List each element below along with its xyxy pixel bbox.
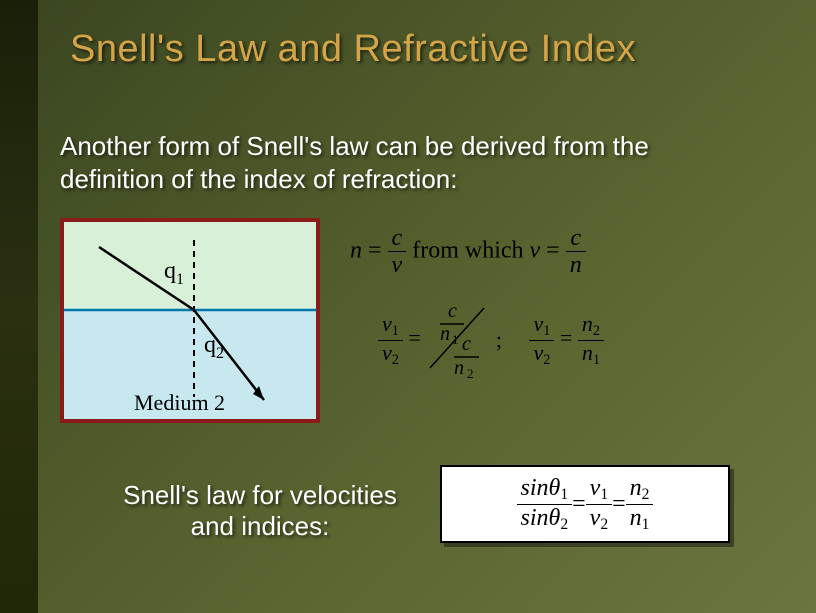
eq2-frac-v: v1 v2 <box>378 312 403 368</box>
eq2-eq2: = <box>560 325 578 350</box>
svg-text:c: c <box>448 300 457 322</box>
svg-text:2: 2 <box>467 366 474 380</box>
equation-2: v1 v2 = c n 1 c n 2 ; v1 v2 = n2 n1 <box>378 300 604 380</box>
eq1-eq1: = <box>362 237 388 263</box>
eq1-n: n <box>350 237 362 263</box>
diagram-svg: q1 q2 Medium 2 <box>64 222 316 419</box>
svg-text:c: c <box>462 333 471 355</box>
equation-1: n = cv from which v = cn <box>350 225 586 279</box>
eq2-frac-n: n2 n1 <box>578 312 604 368</box>
slide-sidebar <box>0 0 38 613</box>
svg-text:n: n <box>440 323 450 345</box>
medium2-label: Medium 2 <box>134 390 225 415</box>
eq2-slash-svg: c n 1 c n 2 <box>426 300 490 380</box>
refraction-diagram: q1 q2 Medium 2 <box>60 218 320 423</box>
eq2-frac-v2: v1 v2 <box>529 312 554 368</box>
slide-title: Snell's Law and Refractive Index <box>70 28 636 71</box>
final-frac-n: n2 n1 <box>626 475 654 532</box>
final-eq1: = <box>572 491 586 518</box>
eq2-eq1: = <box>408 325 426 350</box>
final-equation-box: sinθ1 sinθ2 = v1 v2 = n2 n1 <box>440 465 730 543</box>
eq1-frac1: cv <box>388 225 407 279</box>
eq2-semi: ; <box>496 327 524 352</box>
eq2-slash-frac: c n 1 c n 2 <box>426 300 490 380</box>
final-frac-v: v1 v2 <box>586 475 612 532</box>
bottom-label: Snell's law for velocities and indices: <box>110 480 410 542</box>
eq1-text: from which <box>406 237 529 263</box>
svg-text:n: n <box>454 357 464 379</box>
final-eq2: = <box>612 491 626 518</box>
eq1-v2: v <box>530 237 541 263</box>
slide-subtitle: Another form of Snell's law can be deriv… <box>60 130 750 195</box>
medium1-rect <box>64 222 316 310</box>
final-frac-sin: sinθ1 sinθ2 <box>517 475 573 532</box>
eq1-frac2: cn <box>566 225 586 279</box>
eq1-eq2: = <box>540 237 566 263</box>
